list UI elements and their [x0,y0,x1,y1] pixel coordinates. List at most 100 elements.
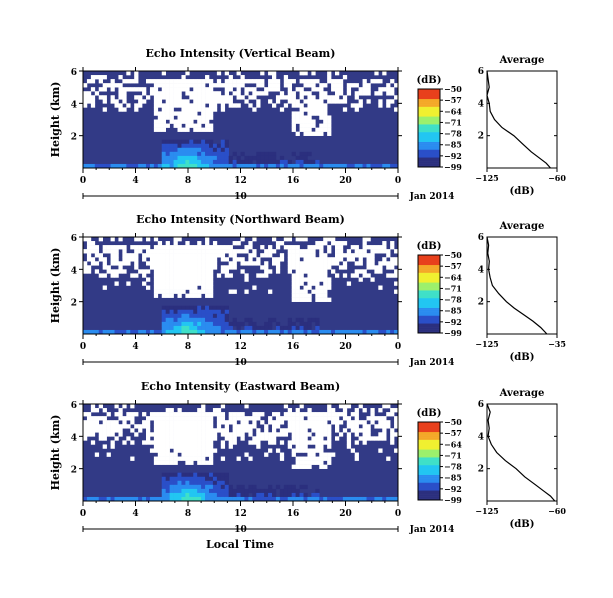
heatmap-cell [212,241,218,246]
heatmap-cell [142,257,147,262]
heatmap-cell [350,245,355,250]
heatmap-cell [224,265,229,270]
heatmap-cell [311,420,316,425]
x-tick-label: 20 [339,176,352,186]
colorbar-segment [418,118,440,121]
heatmap-cell [205,75,210,80]
heatmap-cell [165,476,170,482]
heatmap-cell [181,269,186,274]
heatmap-cell [323,456,328,461]
colorbar-segment [418,274,440,277]
heatmap-cell [224,99,229,104]
heatmap-cell [382,257,387,262]
heatmap-cell [185,245,190,250]
heatmap-cell [216,249,222,254]
heatmap-cell [212,253,218,258]
heatmap-cell [327,123,332,128]
colorbar-tick-label: −85 [444,306,462,316]
average-y-tick-label: 6 [478,67,484,77]
heatmap-cell [291,436,296,441]
heatmap-cell [83,261,88,266]
heatmap-cell [220,321,226,327]
heatmap-cell [311,87,316,92]
heatmap-cell [386,99,391,104]
x-tick-label: 8 [185,509,191,519]
heatmap-cell [173,452,178,457]
heatmap-cell [295,273,300,278]
heatmap-cell [153,87,159,92]
heatmap-cell [319,83,324,88]
colorbar-segment [418,484,440,487]
heatmap-cell [209,480,214,486]
heatmap-cell [169,245,174,250]
heatmap-cell [193,452,198,457]
heatmap-cell [346,496,352,502]
heatmap-cell [260,83,265,88]
heatmap-cell [295,159,300,165]
heatmap-cell [240,321,245,327]
heatmap-cell [161,496,166,502]
heatmap-cell [362,440,367,445]
heatmap-cell [299,317,304,323]
heatmap-cell [177,305,182,311]
colorbar-segment [418,496,440,499]
heatmap-cell [134,71,139,76]
heatmap-cell [157,91,163,96]
heatmap-cell [370,265,375,270]
heatmap-cell [118,75,123,80]
heatmap-cell [134,412,139,417]
heatmap-cell [272,432,277,437]
colorbar-segment [418,124,440,127]
heatmap-cell [185,492,190,498]
heatmap-cell [342,416,348,421]
colorbar-segment [418,435,440,438]
heatmap-cell [165,115,170,120]
heatmap-cell [216,143,222,149]
heatmap-cell [216,424,222,429]
colorbar-tick-label: −78 [444,462,462,472]
heatmap-cell [146,79,151,84]
heatmap-cell [193,313,198,319]
heatmap-cell [323,111,328,116]
heatmap-cell [205,416,210,421]
heatmap-cell [153,281,159,286]
heatmap-cell [220,329,226,335]
colorbar-segment [418,461,440,464]
heatmap-cell [319,107,324,112]
heatmap-cell [327,245,332,250]
heatmap-cell [83,95,88,100]
heatmap-cell [248,159,253,165]
heatmap-cell [378,448,383,453]
heatmap-cell [323,253,328,258]
heatmap-cell [193,111,198,116]
heatmap-cell [220,159,226,165]
heatmap-cell [228,289,233,294]
heatmap-cell [366,261,371,266]
heatmap-cell [362,436,367,441]
heatmap-cell [307,416,312,421]
heatmap-cell [382,404,387,409]
heatmap-cell [205,127,210,132]
heatmap-cell [220,245,226,250]
heatmap-cell [299,237,304,242]
heatmap-cell [244,496,249,502]
heatmap-cell [177,245,182,250]
heatmap-cell [264,329,269,335]
heatmap-cell [315,297,320,302]
heatmap-cell [189,139,194,145]
heatmap-cell [169,496,174,502]
heatmap-cell [153,329,159,335]
average-x-tick-label: −125 [475,339,498,349]
heatmap-cell [165,317,170,323]
heatmap-cell [216,273,222,278]
heatmap-cell [299,456,304,461]
heatmap-cell [110,83,115,88]
heatmap-cell [303,289,308,294]
date-label: Jan 2014 [409,525,455,535]
heatmap-cell [161,420,166,425]
heatmap-cell [201,472,206,478]
colorbar-segment [418,441,440,444]
heatmap-cell [240,79,245,84]
heatmap-cell [185,432,190,437]
heatmap-cell [295,436,300,441]
